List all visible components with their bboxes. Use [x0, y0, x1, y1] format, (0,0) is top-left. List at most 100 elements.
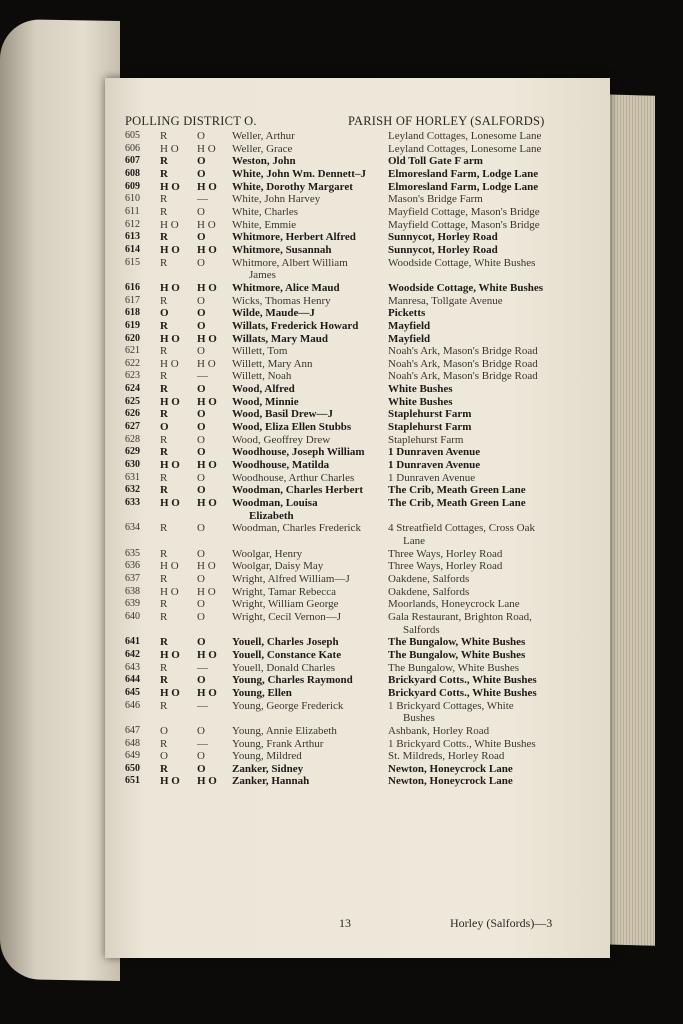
qualification-code: H O — [160, 332, 180, 345]
qualification-code: O — [160, 307, 169, 320]
elector-number: 633 — [125, 497, 140, 509]
elector-name: Woodman, Charles Frederick — [232, 522, 361, 535]
elector-name: Young, Frank Arthur — [232, 737, 324, 750]
elector-name: Wood, Basil Drew—J — [232, 408, 333, 421]
qualification-code-2: — — [197, 737, 208, 750]
elector-row: 637 R O Wright, Alfred William—J Oakdene, Sa… — [105, 573, 610, 586]
qualification-code-2: H O — [197, 585, 216, 598]
elector-row: 639 R O Wright, William George Moorlands, Ho… — [105, 598, 610, 611]
qualification-code: R — [160, 193, 168, 206]
elector-address: 1 Dunraven Avenue — [388, 459, 481, 472]
qualification-code-2: H O — [197, 395, 217, 408]
elector-row: 619 R O Willats, Frederick Howard Mayfield — [105, 320, 610, 333]
qualification-code: R — [160, 661, 168, 674]
elector-row: 630 H O H O Woodhouse, Matilda 1 Dunraven Av… — [105, 459, 610, 472]
qualification-code-2: H O — [197, 281, 217, 294]
elector-row: 611 R O White, Charles Mayfield Cottage, Mas… — [105, 206, 610, 219]
elector-number: 621 — [125, 345, 140, 357]
elector-row: 606 H O H O Weller, Grace Leyland Cottages, … — [105, 143, 610, 156]
elector-number: 635 — [125, 547, 140, 559]
elector-address: Woodside Cottage, White Bushes — [388, 256, 536, 269]
elector-address: 4 Streatfield Cottages, Cross Oak — [388, 522, 535, 535]
elector-name: Whitmore, Albert William — [232, 256, 348, 269]
elector-name: White, Dorothy Margaret — [232, 180, 353, 193]
elector-address: Staplehurst Farm — [388, 421, 472, 434]
qualification-code-2: O — [197, 345, 205, 358]
qualification-code-2: H O — [197, 459, 217, 472]
elector-address: Brickyard Cotts., White Bushes — [388, 674, 537, 687]
elector-row: 648 R — Young, Frank Arthur 1 Brickyard Cott… — [105, 738, 610, 751]
elector-number: 648 — [125, 737, 140, 749]
elector-address: Woodside Cottage, White Bushes — [388, 281, 544, 294]
elector-row: 651 H O H O Zanker, Hannah Newton, Honeycroc… — [105, 775, 610, 788]
elector-name: Woodhouse, Arthur Charles — [232, 471, 355, 484]
elector-row: 646 R — Young, George Frederick 1 Brickyard … — [105, 700, 610, 713]
qualification-code-2: O — [197, 307, 206, 320]
elector-name: Young, George Frederick — [232, 699, 344, 712]
elector-row: 641 R O Youell, Charles Joseph The Bungalow,… — [105, 636, 610, 649]
elector-address: The Bungalow, White Bushes — [388, 636, 526, 649]
qualification-code: H O — [160, 775, 180, 788]
qualification-code-2: O — [197, 130, 205, 142]
elector-number: 638 — [125, 585, 140, 597]
qualification-code-2: H O — [197, 142, 216, 155]
elector-name: Wright, Alfred William—J — [232, 572, 350, 585]
elector-address: Moorlands, Honeycrock Lane — [388, 598, 520, 611]
qualification-code: R — [160, 636, 168, 649]
elector-address: 1 Dunraven Avenue — [388, 471, 476, 484]
elector-list: 605 R O Weller, Arthur Leyland Cottages, Lon… — [105, 130, 610, 788]
elector-name: Weston, John — [232, 155, 296, 168]
elector-row: 632 R O Woodman, Charles Herbert The Crib, M… — [105, 484, 610, 497]
elector-row: 623 R — Willett, Noah Noah's Ark, Mason's Br… — [105, 370, 610, 383]
elector-number: 614 — [125, 243, 140, 255]
qualification-code-2: O — [197, 421, 206, 434]
elector-number: 626 — [125, 408, 140, 420]
qualification-code: O — [160, 750, 168, 763]
elector-row: 640 R O Wright, Cecil Vernon—J Gala Restaura… — [105, 611, 610, 624]
elector-name: Youell, Constance Kate — [232, 648, 342, 661]
elector-name: Whitmore, Alice Maud — [232, 281, 340, 294]
qualification-code: R — [160, 370, 168, 383]
qualification-code-2: O — [197, 572, 205, 585]
elector-number: 625 — [125, 395, 140, 407]
elector-number: 606 — [125, 142, 140, 154]
elector-row: 638 H O H O Wright, Tamar Rebecca Oakdene, S… — [105, 586, 610, 599]
elector-name: Young, Ellen — [232, 686, 292, 699]
qualification-code: H O — [160, 560, 179, 573]
elector-name: Whitmore, Herbert Alfred — [232, 231, 356, 244]
elector-address: Sunnycot, Horley Road — [388, 231, 498, 244]
elector-row: 629 R O Woodhouse, Joseph William 1 Dunraven… — [105, 446, 610, 459]
elector-address: Leyland Cottages, Lonesome Lane — [388, 142, 542, 155]
elector-row: 631 R O Woodhouse, Arthur Charles 1 Dunraven… — [105, 472, 610, 485]
qualification-code: R — [160, 205, 168, 218]
qualification-code: R — [160, 446, 168, 459]
elector-address: Gala Restaurant, Brighton Road, — [388, 610, 532, 623]
elector-number: 636 — [125, 560, 140, 572]
elector-number: 637 — [125, 572, 140, 584]
elector-number: 608 — [125, 167, 140, 179]
elector-number: 634 — [125, 522, 140, 534]
elector-address-continued: Bushes — [403, 712, 435, 725]
qualification-code-2: O — [197, 205, 205, 218]
elector-address: Elmoresland Farm, Lodge Lane — [388, 167, 539, 180]
qualification-code-2: O — [197, 750, 205, 763]
qualification-code: R — [160, 319, 168, 332]
elector-address: Staplehurst Farm — [388, 408, 472, 421]
qualification-code: H O — [160, 281, 180, 294]
qualification-code-2: O — [197, 231, 206, 244]
qualification-code-2: O — [197, 319, 206, 332]
qualification-code-2: O — [197, 484, 206, 497]
qualification-code: H O — [160, 459, 180, 472]
qualification-code-2: O — [197, 724, 205, 737]
elector-name: Woodhouse, Matilda — [232, 459, 330, 472]
qualification-code-2: H O — [197, 560, 216, 573]
elector-name-continued: James — [249, 269, 276, 282]
qualification-code-2: — — [197, 661, 208, 674]
elector-name: Wilde, Maude—J — [232, 307, 315, 320]
elector-name: Weller, Grace — [232, 142, 293, 155]
elector-address: Old Toll Gate F arm — [388, 155, 483, 168]
elector-address: Staplehurst Farm — [388, 433, 464, 446]
qualification-code: R — [160, 471, 168, 484]
qualification-code: R — [160, 610, 168, 623]
qualification-code: R — [160, 408, 168, 421]
